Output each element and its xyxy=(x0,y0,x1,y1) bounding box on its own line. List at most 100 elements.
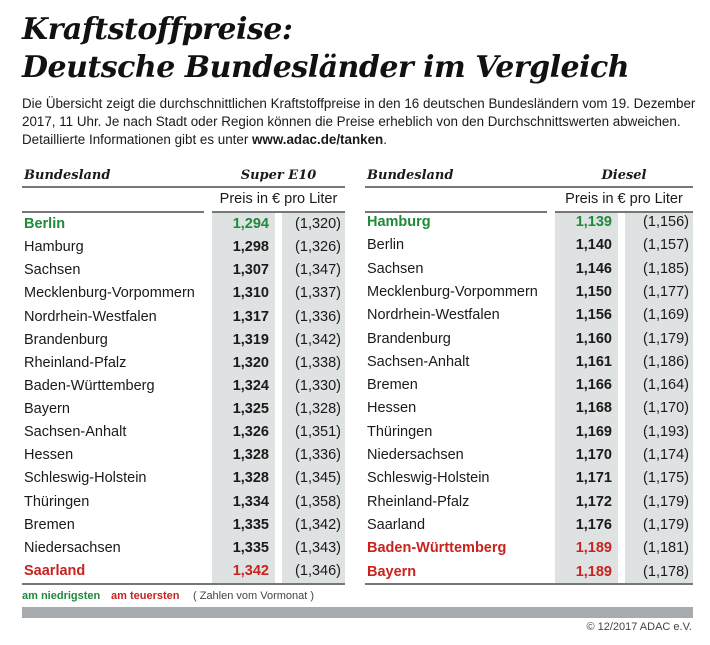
table-row: Berlin 1,140 (1,157) xyxy=(365,234,693,256)
previous-value: (1,164) xyxy=(643,377,689,394)
price-value: 1,172 xyxy=(575,493,612,510)
table-row: Hessen 1,168 (1,170) xyxy=(365,397,693,419)
price-table-diesel: Bundesland Diesel Preis in € pro Liter H… xyxy=(365,160,693,590)
state-name: Niedersachsen xyxy=(367,447,464,463)
state-name: Thüringen xyxy=(24,493,90,510)
previous-value: (1,345) xyxy=(295,470,341,487)
header-fuel: Super E10 xyxy=(240,168,317,183)
table-row: Thüringen 1,334 (1,358) xyxy=(22,491,345,513)
table-row: Nordrhein-Westfalen 1,156 (1,169) xyxy=(365,304,693,326)
table-row: Sachsen 1,307 (1,347) xyxy=(22,259,345,281)
previous-column xyxy=(282,213,345,583)
previous-value: (1,177) xyxy=(643,283,689,300)
price-value: 1,161 xyxy=(575,353,612,370)
state-name: Hessen xyxy=(24,447,74,464)
table-row: Mecklenburg-Vorpommern 1,150 (1,177) xyxy=(365,281,693,303)
table-row: Brandenburg 1,319 (1,342) xyxy=(22,329,345,351)
previous-value: (1,336) xyxy=(295,308,341,325)
previous-value: (1,351) xyxy=(295,424,341,441)
previous-value: (1,343) xyxy=(295,539,341,556)
price-column xyxy=(555,213,618,583)
divider xyxy=(365,186,693,188)
previous-value: (1,178) xyxy=(643,563,689,580)
previous-value: (1,336) xyxy=(295,447,341,464)
previous-value: (1,346) xyxy=(295,562,341,579)
table-row: Mecklenburg-Vorpommern 1,310 (1,337) xyxy=(22,282,345,304)
table-row: Sachsen 1,146 (1,185) xyxy=(365,258,693,280)
price-value: 1,319 xyxy=(232,331,269,348)
price-value: 1,140 xyxy=(575,237,612,254)
previous-value: (1,179) xyxy=(643,493,689,510)
previous-value: (1,347) xyxy=(295,262,341,279)
table-row: Rheinland-Pfalz 1,172 (1,179) xyxy=(365,491,693,513)
header-state: Bundesland xyxy=(24,168,111,183)
price-value: 1,335 xyxy=(232,516,269,533)
price-value: 1,168 xyxy=(575,400,612,417)
unit-label: Preis in € pro Liter xyxy=(565,191,683,207)
price-value: 1,294 xyxy=(232,216,269,232)
header-state: Bundesland xyxy=(367,168,454,183)
previous-value: (1,157) xyxy=(643,237,689,254)
table-row: Niedersachsen 1,170 (1,174) xyxy=(365,444,693,466)
table-row: Saarland 1,176 (1,179) xyxy=(365,514,693,536)
intro-end: . xyxy=(383,132,387,147)
table-row: Nordrhein-Westfalen 1,317 (1,336) xyxy=(22,306,345,328)
price-value: 1,320 xyxy=(232,354,269,371)
previous-value: (1,156) xyxy=(643,214,689,230)
state-name: Nordrhein-Westfalen xyxy=(367,307,500,324)
state-name: Bayern xyxy=(24,401,70,418)
previous-value: (1,193) xyxy=(643,423,689,440)
previous-column xyxy=(625,213,693,583)
table-row: Hamburg 1,298 (1,326) xyxy=(22,236,345,258)
price-value: 1,310 xyxy=(232,285,269,302)
table-row: Baden-Württemberg 1,324 (1,330) xyxy=(22,375,345,397)
state-name: Saarland xyxy=(24,562,86,579)
previous-value: (1,174) xyxy=(643,447,689,463)
legend-lowest: am niedrigsten xyxy=(22,590,101,602)
previous-value: (1,330) xyxy=(295,377,341,394)
price-value: 1,166 xyxy=(575,377,612,394)
previous-value: (1,186) xyxy=(643,353,689,370)
state-name: Nordrhein-Westfalen xyxy=(24,308,157,325)
table-row: Bayern 1,189 (1,178) xyxy=(365,561,693,583)
previous-value: (1,326) xyxy=(295,239,341,256)
table-row: Schleswig-Holstein 1,171 (1,175) xyxy=(365,467,693,489)
price-value: 1,176 xyxy=(575,516,612,533)
state-name: Mecklenburg-Vorpommern xyxy=(367,283,538,300)
state-name: Bremen xyxy=(24,516,75,533)
price-value: 1,146 xyxy=(575,260,612,277)
intro-body: Die Übersicht zeigt die durchschnittlich… xyxy=(22,96,696,147)
table-row: Bremen 1,166 (1,164) xyxy=(365,374,693,396)
previous-value: (1,181) xyxy=(643,540,689,557)
price-value: 1,169 xyxy=(575,423,612,440)
price-value: 1,328 xyxy=(232,447,269,464)
previous-value: (1,338) xyxy=(295,354,341,371)
price-value: 1,160 xyxy=(575,330,612,347)
state-name: Saarland xyxy=(367,516,426,533)
state-name: Baden-Württemberg xyxy=(367,540,507,557)
table-row: Hessen 1,328 (1,336) xyxy=(22,444,345,466)
price-value: 1,328 xyxy=(232,470,269,487)
intro-text: Die Übersicht zeigt die durchschnittlich… xyxy=(22,95,697,149)
table-row: Baden-Württemberg 1,189 (1,181) xyxy=(365,537,693,559)
price-value: 1,189 xyxy=(575,540,612,557)
previous-value: (1,170) xyxy=(643,400,689,417)
previous-value: (1,175) xyxy=(643,470,689,487)
table-row: Bayern 1,325 (1,328) xyxy=(22,398,345,420)
previous-value: (1,179) xyxy=(643,330,689,347)
unit-label: Preis in € pro Liter xyxy=(219,191,338,207)
price-value: 1,317 xyxy=(232,308,269,325)
state-name: Bremen xyxy=(367,377,418,394)
adac-link[interactable]: www.adac.de/tanken xyxy=(252,132,384,147)
state-name: Sachsen xyxy=(24,262,81,279)
price-value: 1,156 xyxy=(575,307,612,324)
previous-value: (1,358) xyxy=(295,493,341,510)
table-row: Brandenburg 1,160 (1,179) xyxy=(365,328,693,350)
table-row: Sachsen-Anhalt 1,326 (1,351) xyxy=(22,421,345,443)
price-value: 1,342 xyxy=(232,562,269,579)
legend-previous-month: ( Zahlen vom Vormonat ) xyxy=(193,590,315,602)
previous-value: (1,320) xyxy=(295,216,341,232)
previous-value: (1,328) xyxy=(295,401,341,418)
state-name: Baden-Württemberg xyxy=(24,377,155,394)
